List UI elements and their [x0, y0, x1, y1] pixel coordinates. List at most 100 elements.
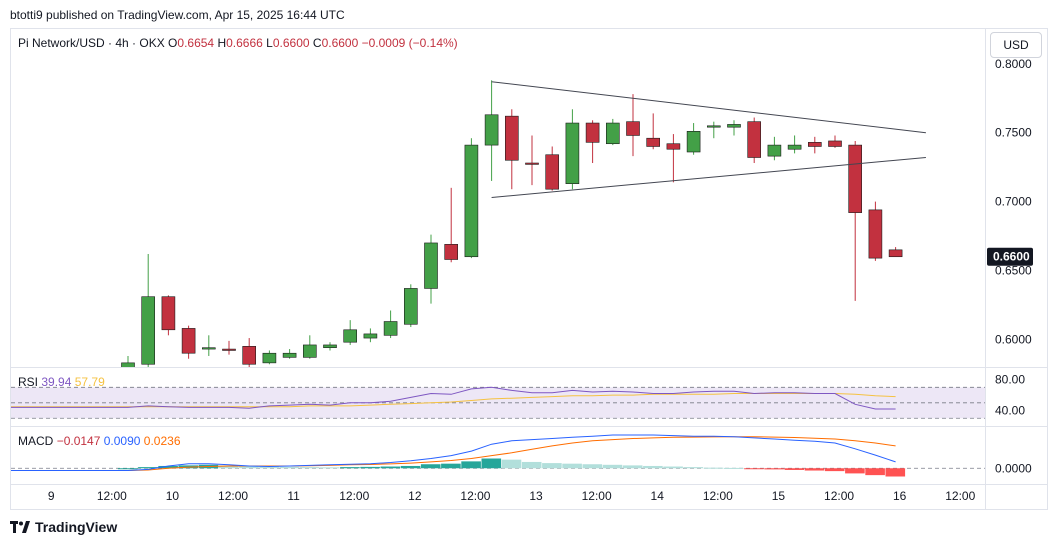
rsi-legend: RSI 39.94 57.79 — [18, 375, 105, 389]
macd-legend: MACD −0.0147 0.0090 0.0236 — [18, 434, 181, 448]
open-label: O — [168, 36, 178, 50]
macd-histogram-bar — [845, 468, 865, 474]
macd-histogram-bar — [117, 468, 138, 470]
time-tick-label: 15 — [772, 489, 786, 503]
candle-body — [302, 344, 317, 358]
macd-histogram-bar — [582, 464, 603, 469]
high-label: H — [217, 36, 227, 50]
macd-histogram-bar — [703, 467, 724, 469]
macd-histogram-bar — [420, 464, 441, 469]
signal-value: 0.0090 — [103, 434, 141, 448]
macd-histogram-bar — [279, 466, 300, 469]
candle-body — [888, 249, 903, 258]
macd-histogram-bar — [744, 468, 764, 470]
publish-credit: btotti9 published on TradingView.com, Ap… — [10, 8, 345, 22]
macd-histogram-bar — [683, 467, 704, 469]
macd-value: −0.0147 — [56, 434, 101, 448]
candle-body — [504, 115, 519, 161]
time-tick-label: 12:00 — [97, 489, 127, 503]
candle-body — [545, 154, 560, 190]
candle-body — [727, 124, 741, 128]
macd-histogram-bar — [319, 467, 340, 469]
high-value: 0.6666 — [226, 36, 263, 50]
macd-histogram-bar — [501, 459, 522, 469]
candle-body — [222, 348, 236, 351]
macd-histogram-bar — [360, 466, 380, 469]
symbol-legend: Pi Network/USD · 4h · OKX O0.6654 H0.666… — [18, 36, 458, 50]
candle-body — [383, 321, 398, 336]
candle-body — [747, 121, 762, 158]
rsi-value: 39.94 — [41, 375, 72, 389]
candle-body — [444, 244, 459, 260]
macd-histogram-bar — [400, 465, 421, 469]
macd-histogram-bar — [723, 467, 744, 469]
candle-body — [848, 144, 863, 213]
tradingview-logo-icon — [10, 521, 30, 533]
macd-histogram-bar — [299, 467, 320, 469]
macd-histogram-bar — [380, 466, 401, 469]
candle-body — [828, 140, 842, 147]
histogram-value: 0.0236 — [143, 434, 181, 448]
rsi-line — [11, 386, 896, 410]
macd-histogram-bar — [602, 464, 623, 469]
macd-tick-label: 0.0000 — [995, 461, 1032, 475]
candle-body — [565, 122, 580, 184]
macd-histogram-bar — [441, 463, 461, 469]
candle-body — [242, 346, 256, 365]
macd-histogram-bar — [481, 458, 502, 469]
rsi-title: RSI — [18, 375, 39, 389]
candle-body — [525, 162, 539, 165]
candle-body — [141, 296, 155, 365]
open-value: 0.6654 — [177, 36, 215, 50]
close-value: 0.6600 — [321, 36, 359, 50]
triangle-lower-line — [491, 157, 926, 198]
rsi-tick-label: 80.00 — [995, 373, 1025, 387]
currency-button[interactable]: USD — [990, 32, 1042, 58]
candle-body — [605, 122, 620, 145]
price-tick-label: 0.8000 — [995, 57, 1032, 71]
last-price-tag — [987, 247, 1033, 266]
candle-body — [202, 347, 216, 350]
candle-body — [363, 333, 378, 339]
candle-body — [424, 242, 438, 289]
candle-body — [666, 143, 681, 150]
time-tick-label: 16 — [893, 489, 907, 503]
macd-histogram-bar — [158, 465, 178, 469]
candle-body — [121, 362, 135, 367]
macd-histogram-bar — [340, 467, 360, 469]
brand-name: TradingView — [35, 519, 118, 535]
macd-histogram-bar — [562, 463, 582, 469]
macd-title: MACD — [18, 434, 54, 448]
macd-histogram-bar — [764, 468, 784, 470]
time-tick-label: 14 — [651, 489, 665, 503]
macd-histogram-bar — [663, 466, 683, 469]
candle-body — [787, 144, 802, 150]
macd-histogram-bar — [643, 465, 663, 469]
close-label: C — [312, 36, 322, 50]
candle-body — [323, 344, 337, 349]
candle-body — [706, 125, 721, 128]
time-tick-label: 12:00 — [582, 489, 612, 503]
macd-histogram-bar — [461, 461, 481, 469]
macd-histogram-bar — [138, 467, 158, 469]
candle-body — [282, 352, 297, 358]
time-tick-label: 12 — [408, 489, 422, 503]
time-tick-label: 12:00 — [218, 489, 248, 503]
time-tick-label: 11 — [287, 489, 300, 503]
macd-histogram-bar — [239, 465, 259, 469]
time-tick-label: 13 — [529, 489, 543, 503]
price-tick-label: 0.7500 — [995, 126, 1032, 140]
candle-body — [343, 329, 358, 343]
low-value: 0.6600 — [272, 36, 310, 50]
macd-histogram-bar — [824, 468, 845, 472]
candle-body — [868, 209, 883, 259]
price-tick-label: 0.6500 — [995, 264, 1032, 278]
price-tick-label: 0.6000 — [995, 332, 1032, 346]
candle-body — [262, 352, 277, 364]
macd-histogram-bar — [259, 466, 279, 469]
time-tick-label: 10 — [166, 489, 180, 503]
candle-body — [161, 296, 176, 331]
macd-histogram-bar — [885, 468, 906, 477]
macd-histogram-bar — [542, 463, 562, 469]
